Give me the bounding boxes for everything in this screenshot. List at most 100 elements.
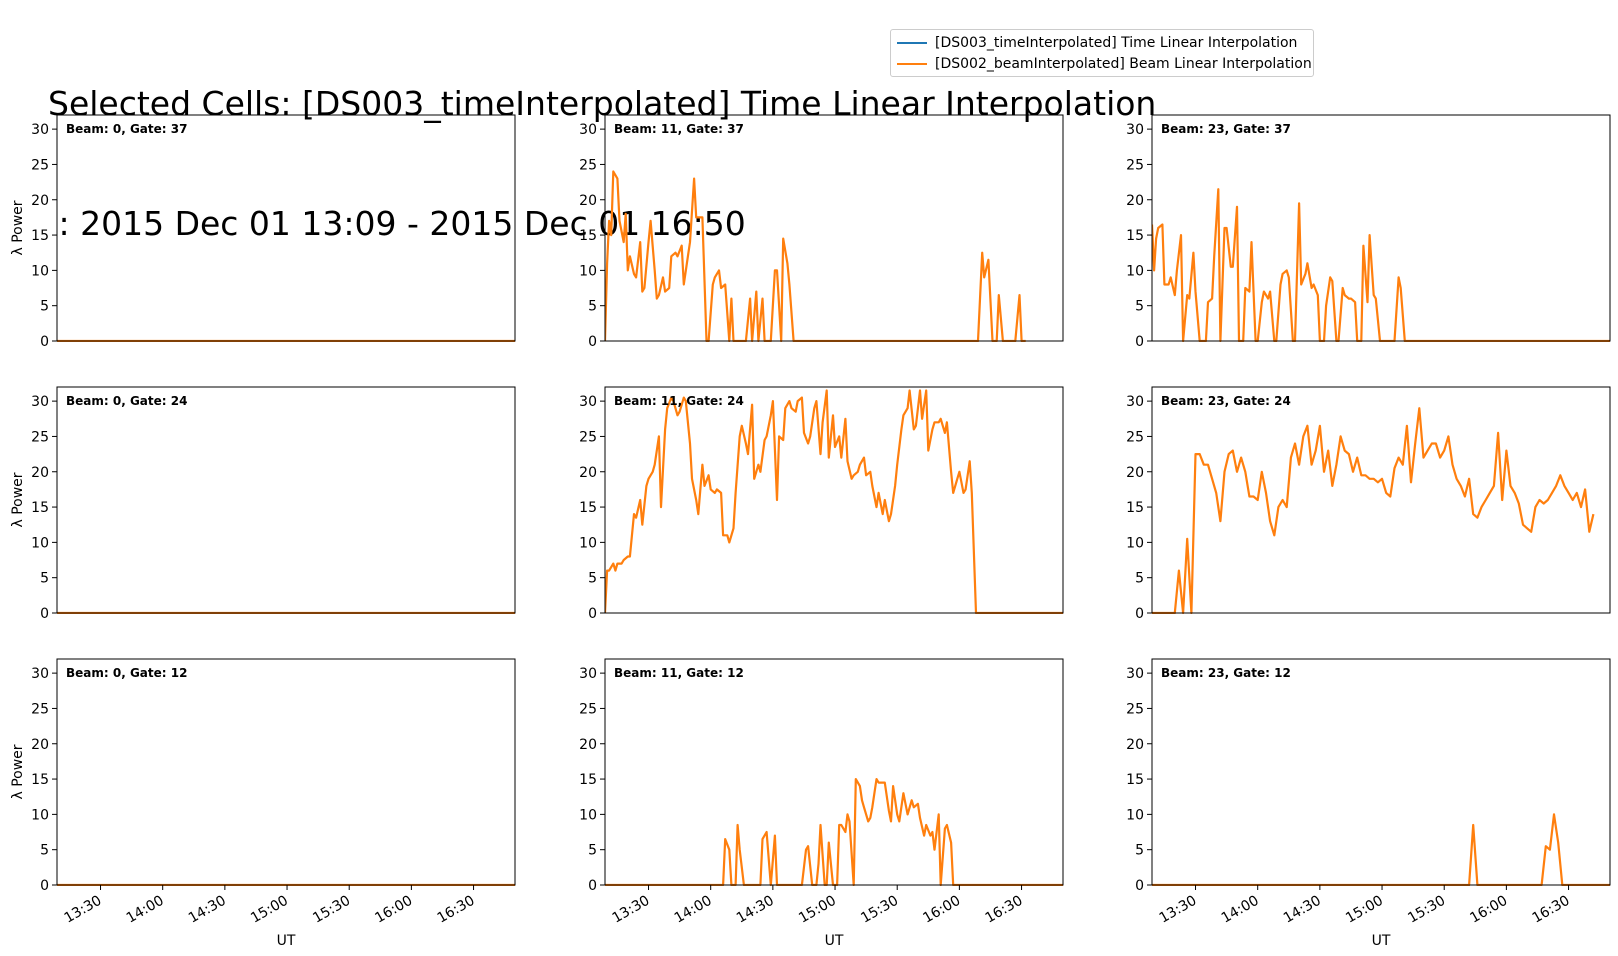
- y-axis-label: λ Power: [10, 200, 26, 255]
- y-tick-label: 0: [40, 606, 49, 622]
- panel-label: Beam: 11, Gate: 24: [614, 394, 744, 408]
- x-tick-label: 15:00: [796, 893, 839, 927]
- y-tick-label: 0: [1135, 878, 1144, 894]
- axes-frame: [1151, 114, 1611, 342]
- y-tick-label: 5: [40, 571, 49, 587]
- x-tick-label: 14:30: [1281, 893, 1324, 927]
- x-axis-label: UT: [1372, 933, 1391, 949]
- panel-5: 0 5 10 15 20 25 30 Beam: 11, Gate: 24: [579, 386, 1064, 622]
- x-axis-label: UT: [825, 933, 844, 949]
- y-tick-label: 0: [588, 878, 597, 894]
- panel-label: Beam: 23, Gate: 37: [1161, 122, 1291, 136]
- y-tick-label: 25: [1126, 429, 1144, 445]
- y-tick-label: 5: [1135, 571, 1144, 587]
- x-tick-label: 14:30: [186, 893, 229, 927]
- y-tick-label: 5: [40, 843, 49, 859]
- axes-frame: [56, 386, 516, 614]
- y-tick-label: 15: [31, 772, 49, 788]
- x-tick-label: 15:00: [1343, 893, 1386, 927]
- y-tick-label: 10: [31, 263, 49, 279]
- y-tick-label: 25: [1126, 701, 1144, 717]
- series-line: [1152, 407, 1595, 614]
- y-tick-label: 10: [579, 535, 597, 551]
- y-tick-label: 10: [579, 807, 597, 823]
- legend-label-time-interpolation: [DS003_timeInterpolated] Time Linear Int…: [935, 35, 1298, 51]
- x-tick-label: 15:30: [310, 893, 353, 927]
- x-tick-label: 13:30: [1157, 893, 1200, 927]
- series-line: [605, 170, 1026, 342]
- y-tick-label: 15: [579, 772, 597, 788]
- y-axis-label: λ Power: [10, 472, 26, 527]
- panel-1: 0 5 10 15 20 25 30 Beam: 0, Gate: 37 λ Power: [10, 114, 516, 350]
- panel-label: Beam: 0, Gate: 37: [66, 122, 187, 136]
- axes-frame: [1151, 386, 1611, 614]
- x-tick-label: 13:30: [610, 893, 653, 927]
- axes-frame: [604, 658, 1064, 886]
- panel-label: Beam: 11, Gate: 12: [614, 666, 744, 680]
- x-tick-label: 16:30: [983, 893, 1026, 927]
- y-tick-label: 20: [31, 737, 49, 753]
- y-tick-label: 20: [1126, 193, 1144, 209]
- y-tick-label: 30: [31, 394, 49, 410]
- y-tick-label: 20: [1126, 737, 1144, 753]
- y-tick-label: 15: [579, 500, 597, 516]
- y-tick-label: 10: [31, 535, 49, 551]
- axes-frame: [56, 658, 516, 886]
- series-line: [1152, 813, 1610, 886]
- x-tick-label: 16:00: [920, 893, 963, 927]
- y-tick-label: 30: [31, 122, 49, 138]
- y-tick-label: 30: [1126, 394, 1144, 410]
- y-tick-label: 15: [31, 228, 49, 244]
- y-tick-label: 10: [1126, 535, 1144, 551]
- chart-title-line-1: Selected Cells: [DS003_timeInterpolated]…: [48, 84, 1157, 123]
- panel-8: 0 5 10 15 20 25 30 Beam: 11, Gate: 12 13:30 14:00…: [579, 658, 1064, 949]
- y-tick-label: 30: [1126, 666, 1144, 682]
- y-tick-label: 20: [579, 737, 597, 753]
- y-tick-label: 5: [1135, 843, 1144, 859]
- y-tick-label: 0: [1135, 606, 1144, 622]
- panel-9: 0 5 10 15 20 25 30 Beam: 23, Gate: 12 13:30 14:00…: [1126, 658, 1611, 949]
- y-tick-label: 15: [31, 500, 49, 516]
- y-axis-label: λ Power: [10, 744, 26, 799]
- y-tick-label: 30: [579, 666, 597, 682]
- y-tick-label: 20: [1126, 465, 1144, 481]
- panel-label: Beam: 0, Gate: 12: [66, 666, 187, 680]
- y-tick-label: 0: [40, 878, 49, 894]
- panel-label: Beam: 0, Gate: 24: [66, 394, 187, 408]
- panel-2: 0 5 10 15 20 25 30 Beam: 11, Gate: 37: [579, 114, 1064, 350]
- y-tick-label: 25: [31, 429, 49, 445]
- x-tick-label: 15:30: [858, 893, 901, 927]
- y-tick-label: 30: [31, 666, 49, 682]
- y-tick-label: 30: [579, 122, 597, 138]
- panel-label: Beam: 23, Gate: 24: [1161, 394, 1291, 408]
- x-axis-label: UT: [277, 933, 296, 949]
- legend-swatch-beam-interpolation: [897, 63, 927, 65]
- axes-frame: [56, 114, 516, 342]
- y-tick-label: 15: [1126, 228, 1144, 244]
- x-tick-label: 14:30: [734, 893, 777, 927]
- y-tick-label: 0: [588, 606, 597, 622]
- y-tick-label: 30: [1126, 122, 1144, 138]
- y-tick-label: 30: [579, 394, 597, 410]
- y-tick-label: 5: [588, 299, 597, 315]
- y-tick-label: 0: [1135, 334, 1144, 350]
- y-tick-label: 5: [588, 843, 597, 859]
- legend: [DS003_timeInterpolated] Time Linear Int…: [890, 29, 1314, 77]
- y-tick-label: 10: [1126, 807, 1144, 823]
- y-tick-label: 25: [1126, 157, 1144, 173]
- x-tick-label: 14:00: [1219, 893, 1262, 927]
- panel-6: 0 5 10 15 20 25 30 Beam: 23, Gate: 24: [1126, 386, 1611, 622]
- y-tick-label: 20: [31, 465, 49, 481]
- y-tick-label: 0: [40, 334, 49, 350]
- axes-frame: [604, 386, 1064, 614]
- y-tick-label: 25: [579, 157, 597, 173]
- series-line: [1152, 188, 1610, 342]
- legend-swatch-time-interpolation: [897, 42, 927, 44]
- legend-item-time-interpolation: [DS003_timeInterpolated] Time Linear Int…: [897, 33, 1297, 53]
- axes-frame: [604, 114, 1064, 342]
- x-tick-label: 16:00: [1467, 893, 1510, 927]
- y-tick-label: 10: [31, 807, 49, 823]
- y-tick-label: 25: [579, 429, 597, 445]
- y-tick-label: 0: [588, 334, 597, 350]
